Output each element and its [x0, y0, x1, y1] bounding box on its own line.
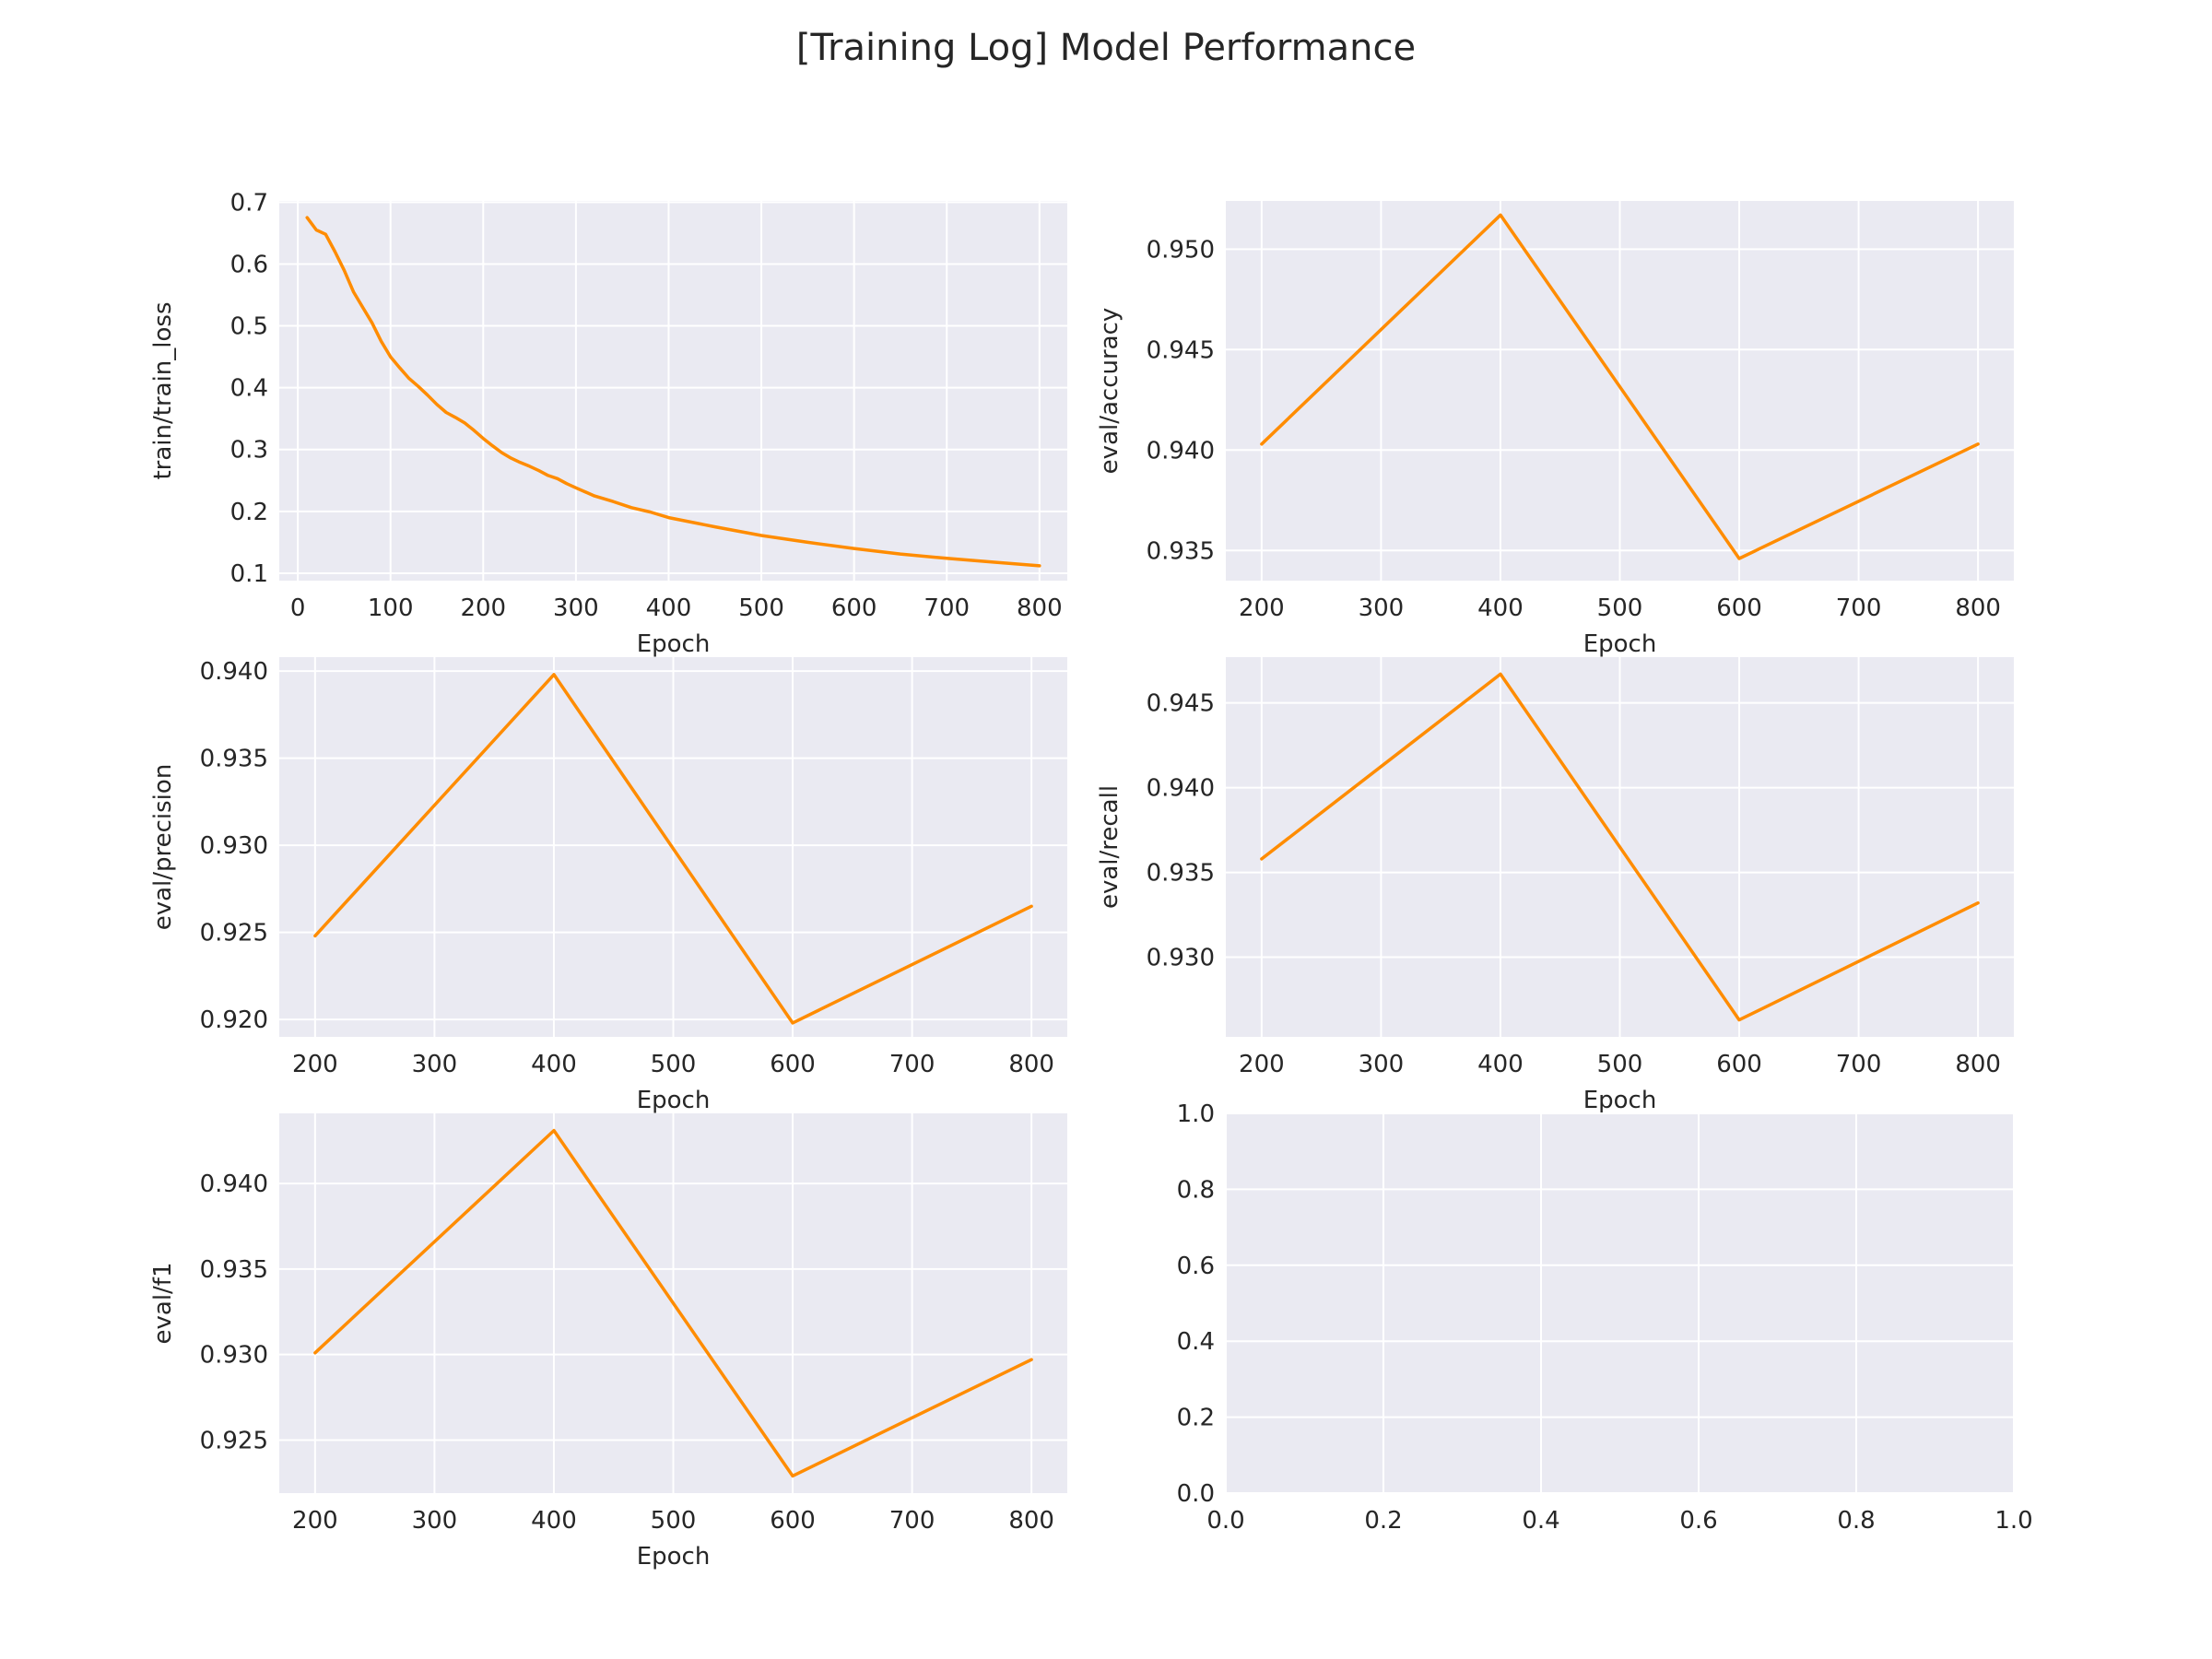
y-tick-label: 0.925 — [200, 1427, 268, 1454]
y-tick-label: 0.945 — [1147, 690, 1215, 718]
y-tick-label: 0.7 — [230, 189, 268, 217]
subplot-5: 200 300 400 500 600 700 800 0.925 0.930 0.935 0.94… — [149, 1113, 1067, 1571]
x-tick-label: 300 — [412, 1507, 458, 1535]
x-tick-label: 500 — [1597, 594, 1643, 622]
y-tick-label: 0.940 — [200, 658, 268, 686]
x-tick-label: 300 — [1359, 594, 1405, 622]
y-tick-label: 0.940 — [1147, 437, 1215, 465]
x-tick-label: 100 — [368, 594, 414, 622]
y-tick-label: 0.950 — [1147, 236, 1215, 264]
subplot-4: 200 300 400 500 600 700 800 0.930 0.935 0.940 0.94… — [1096, 657, 2014, 1114]
x-tick-label: 600 — [770, 1507, 816, 1535]
y-axis-label: train/train_loss — [149, 301, 177, 479]
series-line — [1260, 213, 1980, 560]
x-tick-label: 1.0 — [1994, 1507, 2032, 1535]
x-tick-label: 500 — [651, 1507, 697, 1535]
x-tick-label: 700 — [889, 1051, 935, 1078]
x-tick-label: 0.2 — [1364, 1507, 1402, 1535]
x-tick-label: 500 — [738, 594, 784, 622]
x-tick-label: 300 — [553, 594, 599, 622]
subplot-grid: 0 100 200 300 400 500 600 700 800 0.1 0.2 0.3 0.4 0.5… — [149, 189, 2033, 1571]
x-tick-label: 200 — [292, 1507, 338, 1535]
x-tick-label: 200 — [292, 1051, 338, 1078]
y-axis-label: eval/accuracy — [1096, 308, 1124, 475]
subplot-6: 0.0 0.2 0.4 0.6 0.8 1.0 0.0 0.2 0.4 0.6 0.8 1.0 — [1177, 1100, 2033, 1535]
x-axis-label: Epoch — [637, 630, 711, 658]
x-tick-label: 400 — [1477, 1051, 1524, 1078]
x-axis-label: Epoch — [1583, 630, 1657, 658]
subplot-3: 200 300 400 500 600 700 800 0.920 0.925 0.930 0.93… — [149, 657, 1067, 1114]
series-line — [313, 673, 1033, 1025]
series-line — [1260, 672, 1980, 1022]
y-tick-label: 0.920 — [200, 1006, 268, 1034]
series-line — [305, 216, 1041, 568]
y-tick-label: 0.0 — [1177, 1480, 1215, 1508]
plot-area — [279, 201, 1067, 581]
x-tick-label: 200 — [1239, 1051, 1285, 1078]
x-tick-label: 700 — [1836, 594, 1882, 622]
y-tick-label: 0.4 — [1177, 1328, 1215, 1356]
y-axis-label: eval/f1 — [149, 1263, 177, 1345]
x-tick-label: 700 — [1836, 1051, 1882, 1078]
y-axis-label: eval/recall — [1096, 785, 1124, 909]
x-tick-label: 600 — [1716, 1051, 1762, 1078]
subplot-1: 0 100 200 300 400 500 600 700 800 0.1 0.2 0.3 0.4 0.5… — [149, 189, 1067, 658]
y-tick-label: 0.8 — [1177, 1176, 1215, 1204]
y-tick-label: 0.6 — [1177, 1253, 1215, 1280]
x-tick-label: 600 — [770, 1051, 816, 1078]
x-axis-label: Epoch — [637, 1087, 711, 1114]
x-tick-label: 800 — [1008, 1507, 1054, 1535]
y-tick-label: 0.2 — [230, 499, 268, 526]
y-tick-label: 0.5 — [230, 313, 268, 341]
y-tick-label: 0.930 — [200, 1342, 268, 1370]
y-tick-label: 0.940 — [1147, 775, 1215, 803]
x-tick-label: 500 — [1597, 1051, 1643, 1078]
y-tick-label: 0.945 — [1147, 336, 1215, 364]
y-tick-label: 0.930 — [200, 832, 268, 860]
x-axis-label: Epoch — [1583, 1087, 1657, 1114]
x-tick-label: 600 — [831, 594, 877, 622]
x-tick-label: 800 — [1955, 594, 2001, 622]
x-tick-label: 0.4 — [1522, 1507, 1559, 1535]
y-tick-label: 0.930 — [1147, 945, 1215, 972]
y-tick-label: 0.935 — [1147, 537, 1215, 565]
y-tick-label: 0.925 — [200, 920, 268, 947]
x-tick-label: 800 — [1955, 1051, 2001, 1078]
y-tick-label: 0.2 — [1177, 1405, 1215, 1432]
x-tick-label: 500 — [651, 1051, 697, 1078]
y-tick-label: 0.1 — [230, 560, 268, 588]
y-tick-label: 0.3 — [230, 437, 268, 465]
x-tick-label: 400 — [646, 594, 692, 622]
x-tick-label: 700 — [889, 1507, 935, 1535]
y-tick-label: 0.935 — [1147, 860, 1215, 888]
x-tick-label: 400 — [531, 1051, 577, 1078]
y-tick-label: 1.0 — [1177, 1100, 1215, 1128]
x-tick-label: 0.0 — [1206, 1507, 1244, 1535]
y-tick-label: 0.935 — [200, 746, 268, 773]
x-tick-label: 0 — [290, 594, 306, 622]
y-tick-label: 0.6 — [230, 251, 268, 278]
x-tick-label: 400 — [1477, 594, 1524, 622]
x-tick-label: 800 — [1017, 594, 1063, 622]
x-tick-label: 0.8 — [1837, 1507, 1875, 1535]
x-tick-label: 800 — [1008, 1051, 1054, 1078]
y-tick-label: 0.935 — [200, 1256, 268, 1284]
y-tick-label: 0.4 — [230, 375, 268, 403]
x-tick-label: 300 — [412, 1051, 458, 1078]
x-tick-label: 0.6 — [1679, 1507, 1717, 1535]
x-tick-label: 600 — [1716, 594, 1762, 622]
x-tick-label: 200 — [1239, 594, 1285, 622]
y-tick-label: 0.940 — [200, 1171, 268, 1198]
x-tick-label: 300 — [1359, 1051, 1405, 1078]
x-tick-label: 200 — [460, 594, 506, 622]
figure-title: [Training Log] Model Performance — [796, 27, 1416, 69]
subplot-2: 200 300 400 500 600 700 800 0.935 0.940 0.945 0.95… — [1096, 201, 2014, 658]
x-tick-label: 400 — [531, 1507, 577, 1535]
y-axis-label: eval/precision — [149, 764, 177, 931]
x-axis-label: Epoch — [637, 1543, 711, 1571]
series-line — [313, 1128, 1033, 1478]
x-tick-label: 700 — [924, 594, 970, 622]
plot-area — [1226, 1113, 2014, 1493]
